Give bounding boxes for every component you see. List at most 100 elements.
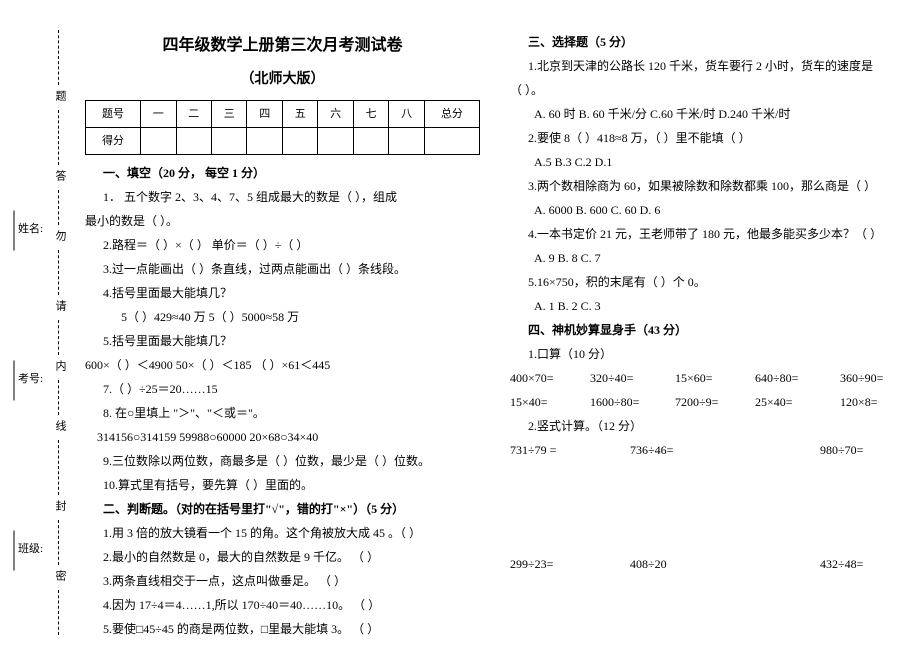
side-name-label: 姓名: <box>18 220 43 236</box>
binding-margin: 题 答 勿 请 内 线 封 密 班级: 考号: 姓名: <box>0 0 80 650</box>
calc-item: 360÷90= <box>840 366 900 390</box>
score-col: 一 <box>141 101 176 128</box>
score-cell <box>247 128 282 155</box>
section-4-head: 四、神机妙算显身手（43 分） <box>510 318 905 342</box>
s1-q1b: 最小的数是（ ）。 <box>85 209 480 233</box>
score-table: 题号 一 二 三 四 五 六 七 八 总分 得分 <box>85 100 480 155</box>
binding-char-7: 封 <box>52 500 68 515</box>
s2-q2: 2.最小的自然数是 0，最大的自然数是 9 千亿。 （ ） <box>85 545 480 569</box>
score-cell <box>282 128 317 155</box>
s1-q5: 5.括号里面最大能填几？ <box>85 329 480 353</box>
score-cell <box>353 128 388 155</box>
binding-char-2: 答 <box>52 170 68 185</box>
score-col: 三 <box>211 101 246 128</box>
calc-item: 299÷23= <box>510 552 630 576</box>
calc-item: 731÷79 = <box>510 438 630 462</box>
calc-row-4: 299÷23= 408÷20 432÷48= <box>510 552 905 576</box>
calc-row-2: 15×40= 1600÷80= 7200÷9= 25×40= 120×8= <box>510 390 905 414</box>
binding-dash <box>58 440 59 495</box>
calc-item: 7200÷9= <box>675 390 755 414</box>
score-cell <box>211 128 246 155</box>
binding-dash <box>58 520 59 565</box>
s1-q10: 10.算式里有括号，要先算（ ）里面的。 <box>85 473 480 497</box>
s1-q2: 2.路程＝（ ）×（ ） 单价＝（ ）÷（ ） <box>85 233 480 257</box>
s3-q4: 4.一本书定价 21 元，王老师带了 180 元，他最多能买多少本？（ ） <box>510 222 905 246</box>
work-space <box>510 462 905 552</box>
score-col: 七 <box>353 101 388 128</box>
calc-item: 1600÷80= <box>590 390 675 414</box>
s1-q8: 8. 在○里填上 "＞"、"＜或＝"。 <box>85 401 480 425</box>
score-col: 二 <box>176 101 211 128</box>
calc-item: 400×70= <box>510 366 590 390</box>
s3-q4opts: A. 9 B. 8 C. 7 <box>510 246 905 270</box>
s2-q5: 5.要使□45÷45 的商是两位数，□里最大能填 3。 （ ） <box>85 617 480 641</box>
s3-q5: 5.16×750，积的末尾有（ ）个 0。 <box>510 270 905 294</box>
binding-char-3: 勿 <box>52 230 68 245</box>
binding-dash <box>58 320 59 355</box>
score-col: 六 <box>318 101 353 128</box>
s2-q1: 1.用 3 倍的放大镜看一个 15 的角。这个角被放大成 45 。（ ） <box>85 521 480 545</box>
score-label: 得分 <box>86 128 141 155</box>
score-cell <box>318 128 353 155</box>
calc-row-3: 731÷79 = 736÷46= 980÷70= <box>510 438 905 462</box>
binding-dash <box>58 190 59 225</box>
exam-title: 四年级数学上册第三次月考测试卷 <box>85 30 480 62</box>
binding-char-6: 线 <box>52 420 68 435</box>
calc-item: 15×60= <box>675 366 755 390</box>
score-cell <box>141 128 176 155</box>
calc-item: 15×40= <box>510 390 590 414</box>
calc-item: 120×8= <box>840 390 900 414</box>
score-col: 四 <box>247 101 282 128</box>
s3-q3: 3.两个数相除商为 60，如果被除数和除数都乘 100，那么商是（ ） <box>510 174 905 198</box>
side-class-label: 班级: <box>18 540 43 556</box>
side-examno-line <box>14 361 15 401</box>
score-col: 题号 <box>86 101 141 128</box>
binding-dash <box>58 30 59 85</box>
exam-subtitle: （北师大版） <box>85 66 480 94</box>
section-3-head: 三、选择题（5 分） <box>510 30 905 54</box>
side-name-line <box>14 211 15 251</box>
score-cell <box>389 128 424 155</box>
calc-item: 640÷80= <box>755 366 840 390</box>
calc-item: 408÷20 <box>630 552 750 576</box>
calc-item: 432÷48= <box>820 552 900 576</box>
calc-item <box>750 552 820 576</box>
s1-q1a: 1． 五个数字 2、3、4、7、5 组成最大的数是（ ），组成 <box>85 185 480 209</box>
page-content: 四年级数学上册第三次月考测试卷 （北师大版） 题号 一 二 三 四 五 六 七 … <box>85 30 905 641</box>
binding-dash <box>58 590 59 635</box>
calc-item: 25×40= <box>755 390 840 414</box>
s1-q8a: 314156○314159 59988○60000 20×68○34×40 <box>85 425 480 449</box>
s3-q1a: 1.北京到天津的公路长 120 千米，货车要行 2 小时，货车的速度是 <box>510 54 905 78</box>
score-col: 总分 <box>424 101 479 128</box>
score-col: 八 <box>389 101 424 128</box>
score-cell <box>176 128 211 155</box>
section-2-head: 二、判断题。（对的在括号里打"√"，错的打"×"）（5 分） <box>85 497 480 521</box>
calc-item: 320÷40= <box>590 366 675 390</box>
calc-row-1: 400×70= 320÷40= 15×60= 640÷80= 360÷90= <box>510 366 905 390</box>
left-column: 四年级数学上册第三次月考测试卷 （北师大版） 题号 一 二 三 四 五 六 七 … <box>85 30 480 641</box>
side-examno-label: 考号: <box>18 370 43 386</box>
s1-q3: 3.过一点能画出（ ）条直线，过两点能画出（ ）条线段。 <box>85 257 480 281</box>
calc-item: 980÷70= <box>820 438 900 462</box>
s2-q4: 4.因为 17÷4＝4……1,所以 170÷40＝40……10。 （ ） <box>85 593 480 617</box>
score-value-row: 得分 <box>86 128 480 155</box>
s3-q1b: （ ）。 <box>510 78 905 102</box>
calc-item <box>750 438 820 462</box>
score-header-row: 题号 一 二 三 四 五 六 七 八 总分 <box>86 101 480 128</box>
s4-sub2: 2.竖式计算。（12 分） <box>510 414 905 438</box>
binding-char-4: 请 <box>52 300 68 315</box>
calc-item: 736÷46= <box>630 438 750 462</box>
s4-sub1: 1.口算（10 分） <box>510 342 905 366</box>
s3-q2: 2.要使 8（ ）418≈8 万，（ ）里不能填（ ） <box>510 126 905 150</box>
s2-q3: 3.两条直线相交于一点，这点叫做垂足。 （ ） <box>85 569 480 593</box>
binding-dash <box>58 250 59 295</box>
side-class-line <box>14 531 15 571</box>
s1-q4a: 5（ ）429≈40 万 5（ ）5000≈58 万 <box>85 305 480 329</box>
s1-q9: 9.三位数除以两位数，商最多是（ ）位数，最少是（ ）位数。 <box>85 449 480 473</box>
s3-q3opts: A. 6000 B. 600 C. 60 D. 6 <box>510 198 905 222</box>
right-column: 三、选择题（5 分） 1.北京到天津的公路长 120 千米，货车要行 2 小时，… <box>510 30 905 641</box>
section-1-head: 一、填空（20 分， 每空 1 分） <box>85 161 480 185</box>
s1-q4: 4.括号里面最大能填几？ <box>85 281 480 305</box>
s3-q5opts: A. 1 B. 2 C. 3 <box>510 294 905 318</box>
s1-q5a: 600×（ ）＜4900 50×（ ）＜185 （ ）×61＜445 <box>85 353 480 377</box>
